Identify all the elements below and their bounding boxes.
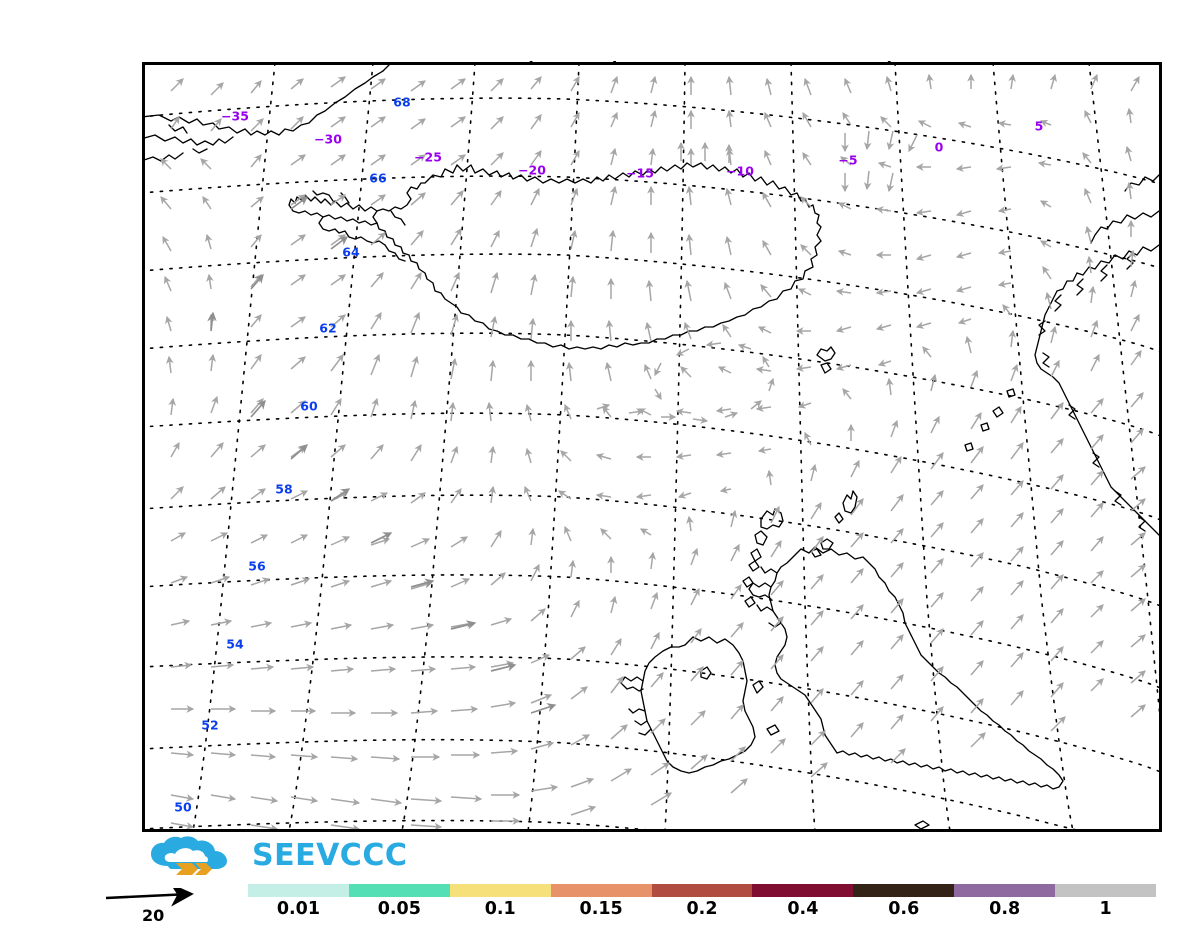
colorbar-tick-label: 0.8: [989, 899, 1021, 919]
lon-label: −25: [414, 149, 442, 165]
colorbar-segment: [348, 884, 450, 897]
lat-label: 58: [275, 481, 293, 497]
map-plot-area: −35 −30 −25 −20 −15 −10 −5 0 5 68 66 64 …: [142, 62, 1162, 832]
colorbar-segment: [449, 884, 551, 897]
lat-label: 64: [342, 244, 360, 260]
lon-label: −15: [626, 165, 654, 181]
colorbar-segment: [1055, 884, 1157, 897]
lon-label: −5: [838, 152, 858, 168]
aot-colorbar-ticks: 0.01 0.05 0.1 0.15 0.2 0.4 0.6 0.8 1: [248, 899, 1156, 923]
colorbar-tick-label: 0.6: [888, 899, 920, 919]
colorbar-tick-label: 0.05: [377, 899, 421, 919]
lon-label: −20: [518, 162, 546, 178]
colorbar-tick-label: 1: [1099, 899, 1112, 919]
colorbar-segment: [248, 884, 349, 897]
colorbar-segment: [651, 884, 753, 897]
wind-scale-value: 20: [142, 906, 165, 925]
lon-label: 0: [934, 139, 944, 155]
lon-label: −35: [221, 108, 249, 124]
colorbar-tick-label: 0.1: [484, 899, 516, 919]
lat-label: 66: [369, 170, 387, 186]
lon-label: −30: [314, 131, 342, 147]
lat-label: 54: [226, 636, 244, 652]
aot-colorbar: [248, 884, 1157, 897]
map-canvas: [145, 65, 1159, 829]
colorbar-segment: [752, 884, 854, 897]
wind-arrow-icon: [105, 883, 194, 907]
logo-text: SEEVCCC: [252, 838, 408, 873]
lat-label: 56: [248, 558, 266, 574]
lat-label: 68: [393, 94, 411, 110]
colorbar-tick-label: 0.15: [579, 899, 623, 919]
colorbar-tick-label: 0.4: [787, 899, 819, 919]
wind-scale-legend: 20: [104, 883, 224, 928]
lat-label: 50: [174, 799, 192, 815]
cloud-logo-icon: [151, 836, 227, 875]
colorbar-segment: [853, 884, 955, 897]
wind-vector-field: [160, 73, 1146, 829]
lat-label: 62: [319, 320, 337, 336]
wind-vector-field-strong: [207, 196, 557, 714]
lat-label: 52: [201, 717, 219, 733]
colorbar-segment: [954, 884, 1056, 897]
colorbar-tick-label: 0.01: [276, 899, 321, 919]
lat-label: 60: [300, 398, 318, 414]
coastlines: [145, 65, 1159, 829]
colorbar-tick-label: 0.2: [686, 899, 718, 919]
seevccc-logo: SEEVCCC: [148, 836, 407, 878]
lon-label: −10: [726, 163, 754, 179]
lon-label: 5: [1034, 118, 1044, 134]
colorbar-segment: [550, 884, 652, 897]
